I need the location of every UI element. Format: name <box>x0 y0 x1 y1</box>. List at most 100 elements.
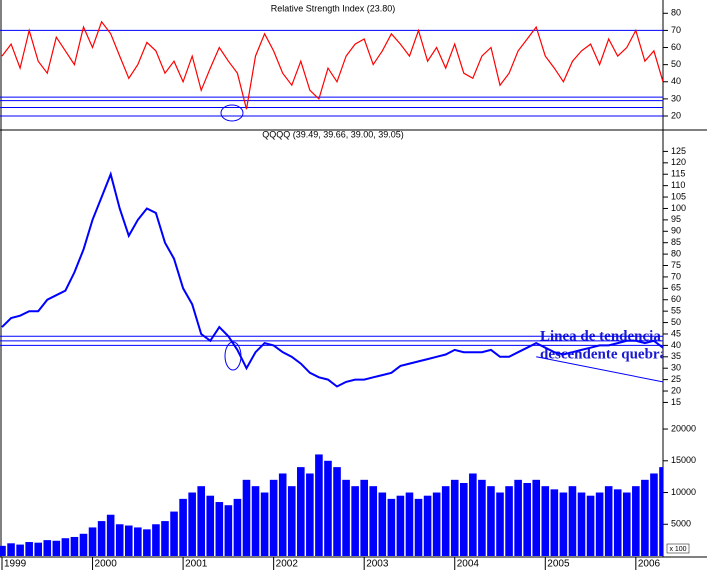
bar <box>7 543 15 556</box>
bar <box>260 492 269 556</box>
bar <box>487 486 495 556</box>
bar <box>360 479 368 556</box>
bar <box>505 486 513 556</box>
plot-area <box>0 20 663 556</box>
x-tick-label: 1999 <box>4 559 27 570</box>
y-tick-label: 105 <box>671 191 686 201</box>
bar <box>88 527 97 556</box>
bar <box>242 479 251 556</box>
bar <box>387 498 396 556</box>
x-tick-label: 2005 <box>547 559 570 570</box>
bar <box>79 533 88 556</box>
bar <box>459 483 468 556</box>
bar <box>315 454 323 556</box>
bar <box>52 540 61 556</box>
bar <box>441 486 450 556</box>
x-tick-label: 2003 <box>366 559 389 570</box>
rsi-title: Relative Strength Index (23.80) <box>271 3 396 13</box>
bar <box>324 460 332 556</box>
bar <box>143 529 151 556</box>
bar <box>43 540 52 556</box>
unit-box <box>666 543 690 554</box>
bar <box>523 483 531 556</box>
unit-label: x 100 <box>669 546 686 553</box>
bar <box>179 498 187 556</box>
bar <box>423 495 432 556</box>
bar <box>0 545 6 556</box>
y-tick-label: 100 <box>671 203 686 213</box>
y-tick-label: 10000 <box>671 487 696 497</box>
bar <box>622 492 631 556</box>
bar <box>559 492 568 556</box>
bar <box>595 492 604 556</box>
bar <box>469 473 477 556</box>
bar <box>550 489 559 556</box>
bar <box>233 498 242 556</box>
x-tick-label: 2000 <box>95 559 118 570</box>
y-tick-label: 25 <box>671 374 681 384</box>
bar <box>577 492 586 556</box>
bar <box>541 486 550 556</box>
y-tick-label: 50 <box>671 317 681 327</box>
bar <box>414 498 423 556</box>
bar <box>197 486 206 556</box>
bar <box>432 492 441 556</box>
y-tick-label: 90 <box>671 226 681 236</box>
bar <box>161 521 169 556</box>
bar <box>478 479 486 556</box>
bar <box>641 479 649 556</box>
y-tick-label: 80 <box>671 8 681 18</box>
trend-line <box>536 356 663 383</box>
bar <box>297 467 305 556</box>
bar <box>532 479 541 556</box>
bar <box>514 479 522 556</box>
y-tick-label: 120 <box>671 157 686 167</box>
bar <box>278 473 287 556</box>
bar <box>450 479 459 556</box>
bar <box>586 495 595 556</box>
bar <box>70 536 79 556</box>
highlight-circle <box>220 104 244 122</box>
bar <box>650 473 658 556</box>
y-tick-label: 15 <box>671 397 681 407</box>
bar <box>333 467 341 556</box>
bar <box>251 486 260 556</box>
annotation: descendente quebrada <box>540 346 683 362</box>
y-tick-label: 45 <box>671 328 681 338</box>
bar <box>115 524 124 556</box>
y-tick-label: 30 <box>671 93 681 103</box>
bar <box>206 495 215 556</box>
bar <box>613 489 622 556</box>
bar <box>396 495 405 556</box>
y-tick-label: 40 <box>671 340 681 350</box>
bar <box>215 502 224 556</box>
bar <box>405 492 414 556</box>
bar <box>124 525 133 556</box>
y-tick-label: 80 <box>671 248 681 258</box>
bar <box>269 479 278 556</box>
y-tick-label: 50 <box>671 59 681 69</box>
y-tick-label: 15000 <box>671 455 696 465</box>
y-tick-label: 60 <box>671 294 681 304</box>
price-title: QQQQ (39.49, 39.66, 39.00, 39.05) <box>262 129 404 139</box>
y-tick-label: 40 <box>671 76 681 86</box>
bar <box>134 527 142 556</box>
y-tick-label: 35 <box>671 351 681 361</box>
y-tick-label: 125 <box>671 146 686 156</box>
y-tick-label: 65 <box>671 283 681 293</box>
y-tick-label: 20 <box>671 385 681 395</box>
y-tick-label: 20000 <box>671 423 696 433</box>
bar <box>378 492 387 556</box>
y-tick-label: 30 <box>671 363 681 373</box>
series-line <box>1 171 663 388</box>
y-tick-label: 70 <box>671 25 681 35</box>
y-tick-label: 60 <box>671 42 681 52</box>
bar <box>34 542 43 556</box>
bar <box>659 467 663 556</box>
bar <box>342 479 350 556</box>
y-tick-label: 55 <box>671 306 681 316</box>
bar <box>632 486 640 556</box>
y-tick-label: 85 <box>671 237 681 247</box>
